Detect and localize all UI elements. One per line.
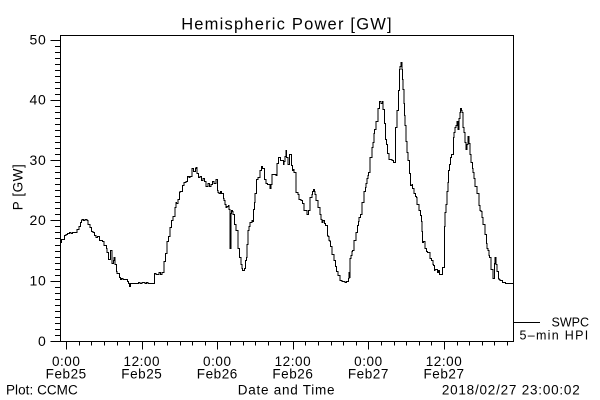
svg-text:5–min HPI: 5–min HPI: [519, 328, 589, 342]
svg-text:Feb27: Feb27: [348, 366, 389, 381]
svg-text:0:00: 0:00: [52, 354, 80, 369]
svg-text:0: 0: [38, 333, 47, 349]
svg-text:Date and Time: Date and Time: [238, 383, 336, 398]
svg-text:2018/02/27 23:00:02: 2018/02/27 23:00:02: [442, 383, 581, 398]
svg-text:30: 30: [30, 152, 47, 168]
svg-text:40: 40: [30, 92, 47, 108]
svg-text:P [GW]: P [GW]: [11, 164, 26, 211]
svg-text:Feb27: Feb27: [423, 366, 464, 381]
svg-text:12:00: 12:00: [426, 354, 463, 369]
svg-text:12:00: 12:00: [275, 354, 312, 369]
svg-text:Feb26: Feb26: [197, 366, 238, 381]
svg-text:Hemispheric Power [GW]: Hemispheric Power [GW]: [181, 16, 393, 34]
svg-text:SWPC: SWPC: [552, 316, 590, 330]
svg-text:20: 20: [30, 212, 47, 228]
svg-text:12:00: 12:00: [124, 354, 161, 369]
svg-text:0:00: 0:00: [203, 354, 231, 369]
svg-text:Feb26: Feb26: [272, 366, 313, 381]
svg-text:Plot: CCMC: Plot: CCMC: [6, 383, 78, 398]
svg-text:Feb25: Feb25: [121, 366, 162, 381]
svg-text:Feb25: Feb25: [46, 366, 87, 381]
svg-text:10: 10: [30, 273, 47, 289]
svg-text:0:00: 0:00: [354, 354, 382, 369]
svg-text:50: 50: [30, 31, 47, 47]
